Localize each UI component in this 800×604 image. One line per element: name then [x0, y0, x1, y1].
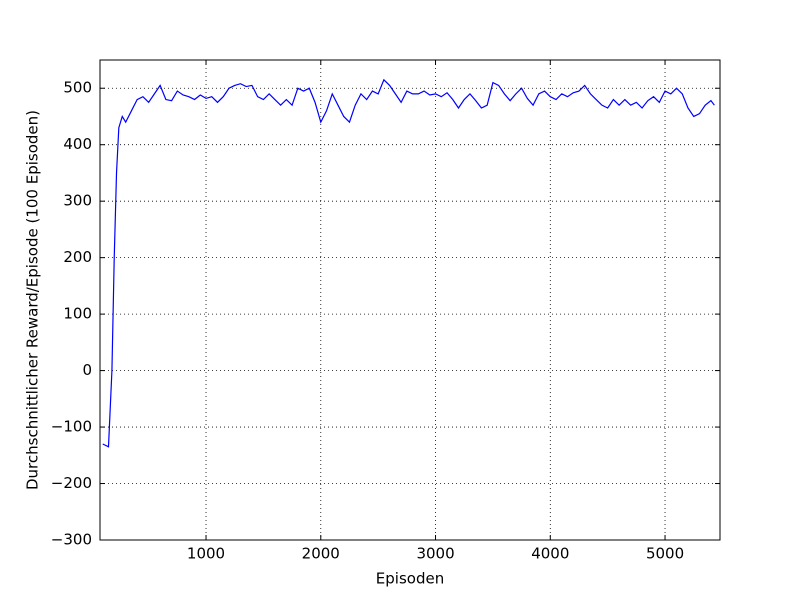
x-axis-label: Episoden: [376, 570, 444, 588]
x-tick-label: 5000: [646, 545, 684, 563]
y-tick-label: −100: [51, 418, 92, 436]
y-tick-label: 500: [63, 79, 92, 97]
y-tick-label: 200: [63, 248, 92, 266]
y-tick-label: 100: [63, 305, 92, 323]
plot-frame: [99, 59, 721, 541]
data-line: [102, 78, 715, 448]
x-tick-label: 4000: [531, 545, 569, 563]
y-tick-label: 0: [82, 361, 92, 379]
x-tick-label: 3000: [416, 545, 454, 563]
x-tick-label: 1000: [187, 545, 225, 563]
y-tick-label: 300: [63, 192, 92, 210]
y-tick-label: 400: [63, 135, 92, 153]
y-axis-label: Durchschnittlicher Reward/Episode (100 E…: [24, 110, 42, 490]
x-tick-label: 2000: [302, 545, 340, 563]
y-tick-label: −200: [51, 474, 92, 492]
y-tick-label: −300: [51, 531, 92, 549]
